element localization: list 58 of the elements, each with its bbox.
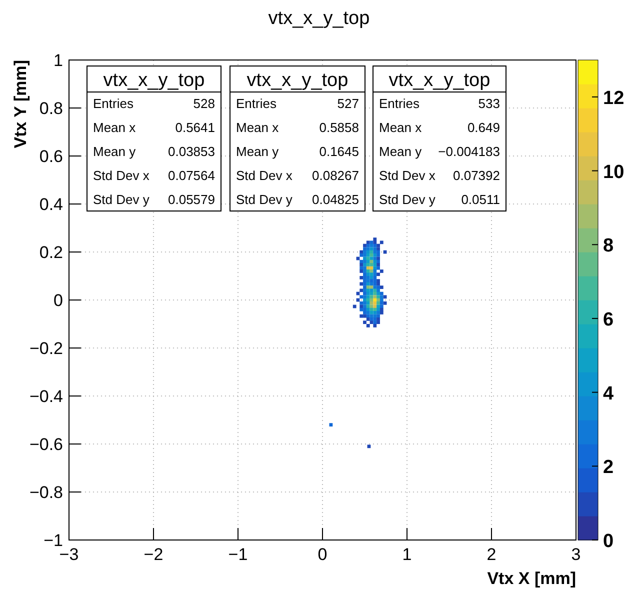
color-bar-label: 12 xyxy=(603,88,624,109)
x-tick-label: 1 xyxy=(402,545,412,564)
color-bar-label: 2 xyxy=(603,457,614,478)
annotation: 0.07392 xyxy=(453,168,500,183)
y-tick-label: 0.8 xyxy=(39,99,63,118)
annotation: 0.649 xyxy=(467,120,500,135)
annotation: 0.05579 xyxy=(168,192,215,207)
annotation: Mean y xyxy=(93,144,136,159)
annotation: 533 xyxy=(478,96,500,111)
annotation: Entries xyxy=(379,96,420,111)
annotation: vtx_x_y_top xyxy=(388,70,490,91)
annotation: 0.5641 xyxy=(175,120,215,135)
x-tick-label: 3 xyxy=(571,545,581,564)
chart-title: vtx_x_y_top xyxy=(268,8,370,29)
annotation: Mean y xyxy=(236,144,280,159)
annotation: Mean y xyxy=(379,144,422,159)
annotation: 528 xyxy=(193,96,215,111)
annotation: Mean x xyxy=(236,120,280,135)
annotation: Std Dev x xyxy=(236,168,293,183)
annotation: 0.03853 xyxy=(168,144,215,159)
annotation: 527 xyxy=(337,96,359,111)
annotation: vtx_x_y_top xyxy=(103,70,205,91)
color-bar-label: 8 xyxy=(603,236,614,257)
x-tick-label: 0 xyxy=(318,545,328,564)
annotation: Std Dev y xyxy=(236,192,293,207)
annotation: Mean x xyxy=(379,120,422,135)
x-tick-label: 2 xyxy=(486,545,496,564)
annotation: Std Dev y xyxy=(93,192,150,207)
color-bar-label: 4 xyxy=(603,383,614,404)
color-bar-label: 6 xyxy=(603,309,614,330)
annotation: Std Dev x xyxy=(379,168,436,183)
y-tick-label: −0.2 xyxy=(29,339,63,358)
color-bar-label: 10 xyxy=(603,162,624,183)
y-tick-label: −0.8 xyxy=(29,483,63,502)
annotation: Std Dev x xyxy=(93,168,150,183)
y-tick-label: 0.2 xyxy=(39,243,63,262)
annotation: 0.08267 xyxy=(312,168,359,183)
y-tick-label: 0 xyxy=(54,291,63,310)
y-tick-label: −0.4 xyxy=(29,387,63,406)
y-axis-title: Vtx Y [mm] xyxy=(11,60,30,148)
annotation: vtx_x_y_top xyxy=(246,70,348,91)
y-tick-label: 0.4 xyxy=(39,195,63,214)
annotation: Std Dev y xyxy=(379,192,436,207)
annotation: Entries xyxy=(236,96,277,111)
x-tick-label: −1 xyxy=(228,545,248,564)
x-axis-title: Vtx X [mm] xyxy=(487,569,576,588)
y-tick-label: 1 xyxy=(54,51,63,70)
y-tick-label: 0.6 xyxy=(39,147,63,166)
annotation: 0.04825 xyxy=(312,192,359,207)
annotation: −0.004183 xyxy=(438,144,500,159)
annotation: 0.5858 xyxy=(319,120,359,135)
annotation: Entries xyxy=(93,96,134,111)
annotation: 0.07564 xyxy=(168,168,215,183)
y-tick-label: −0.6 xyxy=(29,435,63,454)
x-tick-label: −2 xyxy=(144,545,164,564)
annotation: 0.0511 xyxy=(461,192,500,207)
annotation: 0.1645 xyxy=(319,144,359,159)
annotation: Mean x xyxy=(93,120,136,135)
